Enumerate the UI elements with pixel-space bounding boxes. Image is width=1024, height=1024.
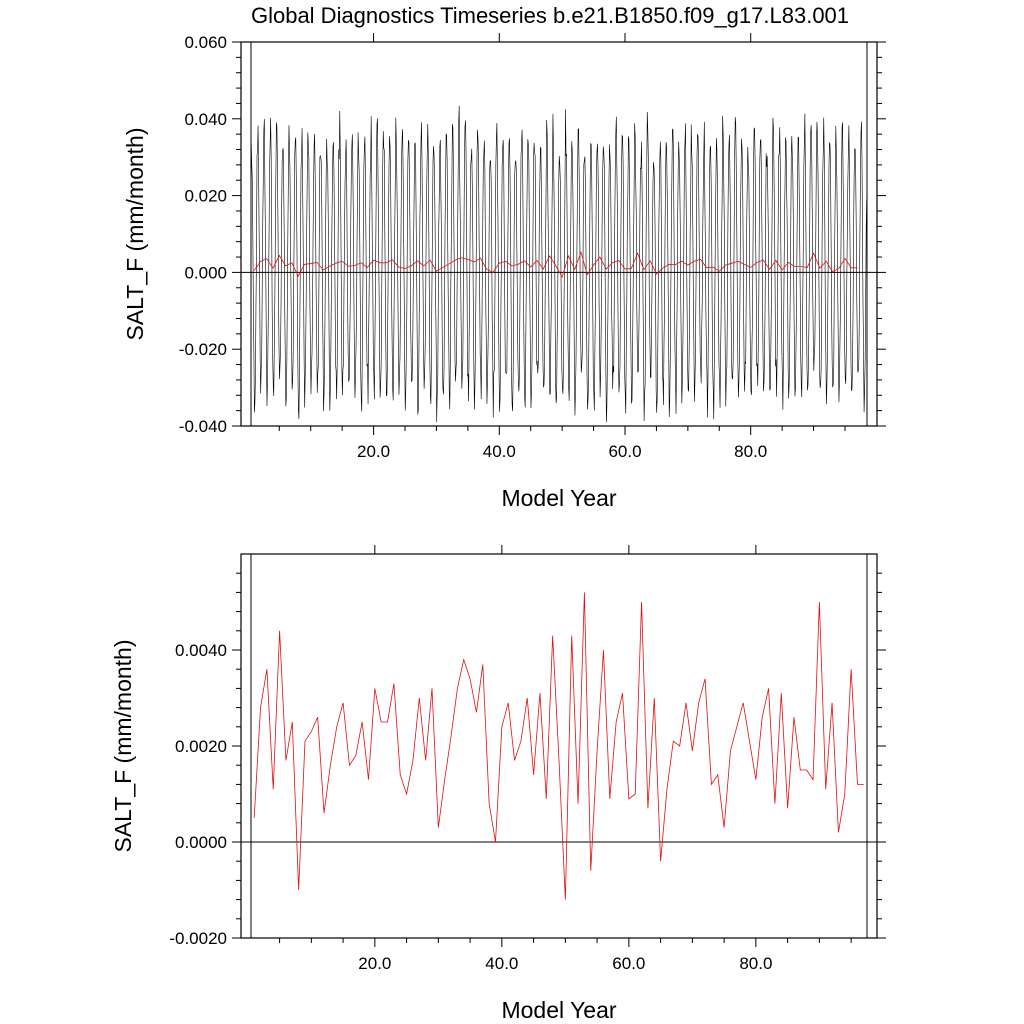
y-tick-label: 0.000 (184, 263, 227, 282)
y-tick-label: 0.0020 (175, 737, 227, 756)
y-tick-label: -0.040 (179, 417, 227, 436)
y-axis-label: SALT_F (mm/month) (122, 128, 148, 341)
x-tick-label: 80.0 (734, 442, 767, 461)
x-tick-label: 40.0 (485, 954, 518, 973)
plot-frame (240, 41, 878, 427)
x-tick-label: 40.0 (483, 442, 516, 461)
bottom-panel: 20.0 40.0 60.0 80.0 -0.0020 0.0000 0.0020 0.004… (110, 545, 886, 1023)
x-tick-label: 60.0 (612, 954, 645, 973)
y-tick-label: 0.0040 (175, 641, 227, 660)
x-axis-label: Model Year (501, 997, 616, 1023)
x-tick-label: 60.0 (608, 442, 641, 461)
annual-mean-series-line (253, 251, 858, 279)
y-tick-label: 0.040 (184, 110, 227, 129)
y-tick-label: -0.020 (179, 340, 227, 359)
x-tick-label: 20.0 (357, 442, 390, 461)
y-tick-label: 0.0000 (175, 833, 227, 852)
x-tick-label: 80.0 (739, 954, 772, 973)
y-tick-label: 0.060 (184, 33, 227, 52)
figure-title: Global Diagnostics Timeseries b.e21.B185… (251, 3, 849, 28)
y-tick-label: -0.0020 (169, 929, 227, 948)
x-tick-label: 20.0 (358, 954, 391, 973)
y-tick-label: 0.020 (184, 187, 227, 206)
monthly-series-line (250, 105, 867, 423)
top-panel: 20.0 40.0 60.0 80.0 -0.040 -0.020 0.000 0.020 0.… (122, 33, 886, 511)
y-axis-label: SALT_F (mm/month) (110, 640, 136, 853)
annual-mean-series-line (253, 592, 864, 900)
x-axis-label: Model Year (501, 485, 616, 511)
plot-frame (240, 553, 878, 939)
